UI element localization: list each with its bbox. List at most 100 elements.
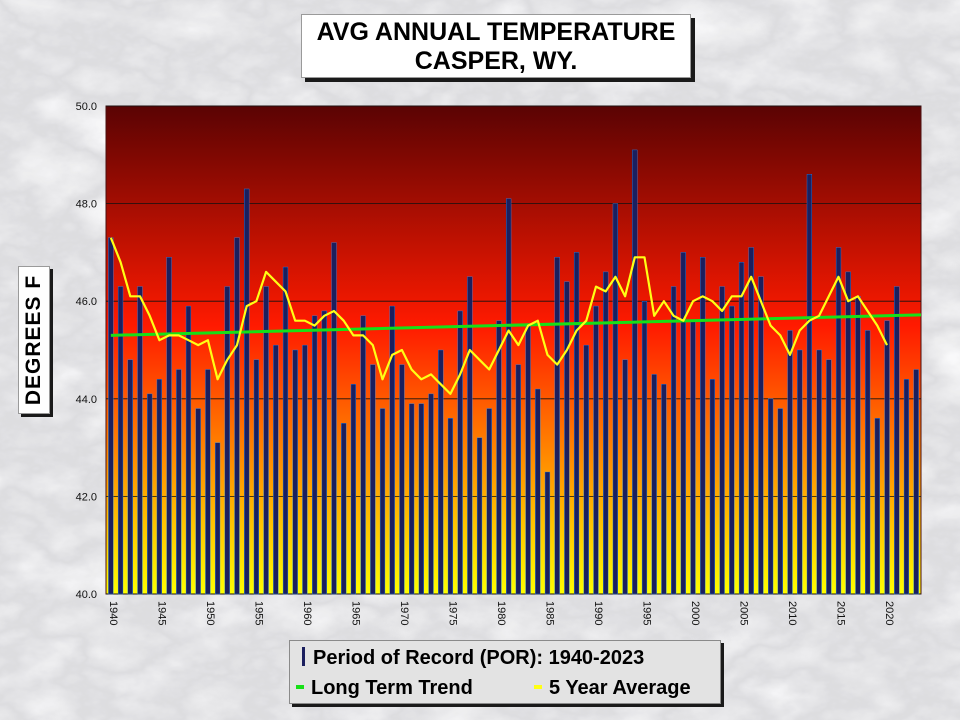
title-line-1: AVG ANNUAL TEMPERATURE [316, 18, 676, 46]
bar [496, 320, 502, 595]
bar [690, 320, 696, 595]
bar [321, 310, 327, 595]
bar [379, 408, 386, 595]
y-axis-label-box: DEGREES F [18, 266, 50, 414]
bar [486, 408, 492, 595]
bar [127, 359, 133, 595]
bar [244, 188, 250, 595]
x-tick-label: 2005 [738, 601, 750, 625]
bar [389, 305, 395, 595]
bar [535, 388, 541, 595]
bar [525, 325, 531, 595]
bar [835, 247, 842, 595]
bar [399, 364, 405, 595]
x-tick-label: 2000 [689, 601, 701, 625]
bar [700, 257, 706, 595]
bar [612, 203, 618, 595]
bar [816, 349, 822, 595]
legend-row-lines: Long Term Trend 5 Year Average [296, 677, 714, 700]
bar [418, 403, 424, 595]
bar [234, 237, 240, 595]
plot-area [105, 105, 922, 595]
bar [292, 349, 298, 595]
x-tick-label: 1985 [543, 601, 555, 625]
x-tick-label: 2015 [835, 601, 847, 625]
bar [428, 393, 434, 595]
y-tick-label: 40.0 [76, 589, 97, 601]
title-line-2: CASPER, WY. [414, 47, 578, 75]
x-tick-label: 1950 [204, 601, 216, 625]
bar [641, 301, 648, 595]
bar [273, 344, 279, 595]
bar [758, 276, 764, 595]
bar [350, 383, 357, 595]
bar [865, 330, 871, 595]
bar [729, 305, 735, 595]
bar [806, 174, 813, 595]
bar [719, 286, 725, 595]
bar [748, 247, 754, 595]
x-tick-label: 2010 [786, 601, 798, 625]
bar [515, 364, 521, 595]
bar [554, 257, 560, 595]
x-tick-label: 1995 [640, 601, 652, 625]
bar [768, 398, 774, 595]
bar [680, 252, 686, 595]
bar [360, 315, 366, 595]
bar [544, 471, 551, 595]
bar [826, 359, 832, 595]
bar [603, 271, 609, 595]
bar [117, 286, 124, 595]
x-tick-label: 1955 [252, 601, 264, 625]
gridlines [106, 105, 921, 595]
y-tick-label: 46.0 [76, 296, 97, 308]
bar [845, 271, 851, 595]
x-tick-label: 1980 [495, 601, 507, 625]
bar [738, 261, 745, 595]
bar [205, 369, 211, 595]
bar [156, 379, 162, 595]
bar [670, 286, 677, 595]
bar [573, 252, 580, 595]
bar [593, 305, 599, 595]
x-tick-label: 1945 [155, 601, 167, 625]
bar [195, 408, 201, 595]
bar [797, 349, 803, 595]
bar [253, 359, 259, 595]
chart-title: AVG ANNUAL TEMPERATURE CASPER, WY. [301, 14, 691, 78]
bar [457, 310, 463, 595]
legend: Period of Record (POR): 1940-2023 Long T… [289, 640, 721, 704]
bar [214, 442, 221, 595]
bar [564, 281, 570, 595]
bar [661, 383, 667, 595]
bar-swatch-icon [302, 647, 305, 666]
y-axis-label: DEGREES F [22, 274, 45, 406]
legend-trend-label: Long Term Trend [311, 677, 473, 699]
bar [622, 359, 628, 595]
bar [506, 198, 512, 595]
x-tick-label: 1990 [592, 601, 604, 625]
bar [651, 374, 657, 595]
y-tick-label: 42.0 [76, 491, 97, 503]
bar [632, 149, 638, 595]
bar [476, 437, 483, 595]
bar [913, 369, 919, 595]
bar [341, 423, 347, 595]
bar [894, 286, 900, 595]
bar [263, 286, 269, 595]
trend-swatch-icon [296, 685, 304, 689]
bar [312, 315, 318, 595]
legend-average-label: 5 Year Average [549, 677, 691, 699]
line-series [109, 237, 922, 395]
bar [282, 266, 289, 595]
x-tick-label: 1960 [301, 601, 313, 625]
bar [777, 408, 783, 595]
bar [185, 305, 192, 595]
x-tick-label: 1975 [446, 601, 458, 625]
bar-series [108, 149, 919, 595]
legend-item-period: Period of Record (POR): 1940-2023 [302, 647, 644, 670]
y-tick-label: 44.0 [76, 394, 97, 406]
bar [583, 344, 589, 595]
bar [787, 330, 793, 595]
